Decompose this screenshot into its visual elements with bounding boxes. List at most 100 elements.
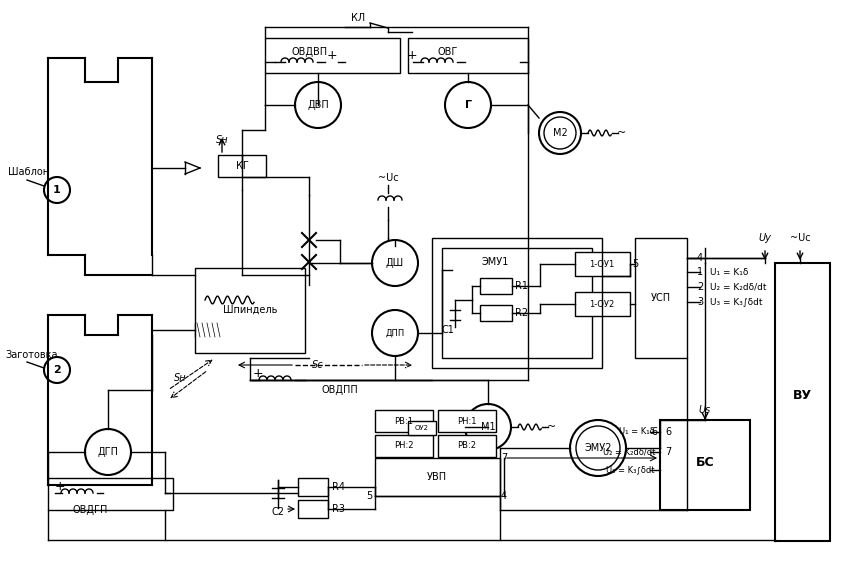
Text: ДПП: ДПП: [385, 329, 404, 338]
Text: U₁ = K₁δ: U₁ = K₁δ: [619, 427, 655, 437]
Text: C2: C2: [271, 507, 284, 517]
Text: ОУ2: ОУ2: [415, 425, 429, 431]
Text: U₃ = K₃∫δdt: U₃ = K₃∫δdt: [710, 298, 763, 306]
Text: ДГП: ДГП: [98, 447, 118, 457]
Bar: [442, 248, 592, 358]
Text: УСП: УСП: [651, 293, 671, 303]
Text: 1: 1: [697, 267, 703, 277]
Text: 2: 2: [53, 365, 60, 375]
Text: U₃ = K₃∫δdt: U₃ = K₃∫δdt: [607, 465, 655, 474]
Text: U₁ = K₁δ: U₁ = K₁δ: [710, 268, 748, 276]
Text: Шаблон: Шаблон: [8, 167, 49, 177]
Text: +: +: [407, 49, 417, 62]
Circle shape: [544, 117, 576, 149]
Text: 7: 7: [501, 453, 507, 463]
Text: R2: R2: [515, 308, 528, 318]
Text: РН:1: РН:1: [457, 417, 477, 426]
Text: ВУ: ВУ: [792, 389, 811, 402]
Text: РН:2: РН:2: [394, 441, 414, 450]
Text: R4: R4: [332, 482, 345, 492]
Text: ДШ: ДШ: [386, 258, 404, 268]
Text: КГ: КГ: [236, 161, 249, 171]
Text: 4: 4: [501, 491, 507, 501]
Text: Us: Us: [699, 405, 711, 415]
Bar: [438, 410, 496, 432]
Text: 5: 5: [365, 491, 372, 501]
Bar: [660, 420, 750, 510]
Text: Sс: Sс: [312, 360, 324, 370]
Text: 5: 5: [632, 259, 638, 269]
Text: Г: Г: [465, 100, 472, 110]
Text: R1: R1: [515, 281, 528, 291]
Circle shape: [44, 177, 70, 203]
Bar: [265, 38, 400, 73]
Bar: [408, 421, 436, 435]
Text: М1: М1: [480, 422, 495, 432]
Text: РВ:2: РВ:2: [458, 441, 477, 450]
Circle shape: [576, 426, 620, 470]
Bar: [48, 478, 173, 510]
Bar: [195, 323, 225, 337]
Circle shape: [85, 429, 131, 475]
Bar: [375, 435, 433, 457]
Text: ~: ~: [548, 422, 556, 432]
Text: 6: 6: [665, 427, 671, 437]
Text: +: +: [252, 366, 264, 380]
Bar: [375, 410, 433, 432]
Text: +: +: [327, 49, 337, 62]
Bar: [480, 305, 512, 321]
Text: U₂ = K₂dδ/dt: U₂ = K₂dδ/dt: [602, 447, 655, 457]
Bar: [775, 263, 830, 541]
Bar: [480, 278, 512, 294]
Text: R3: R3: [332, 504, 345, 514]
Text: +: +: [54, 480, 66, 492]
Text: 1-ОУ2: 1-ОУ2: [589, 299, 614, 309]
Text: 2: 2: [697, 282, 703, 292]
Text: 4: 4: [697, 253, 703, 263]
Text: ОВДПП: ОВДПП: [321, 385, 359, 395]
Text: ОВГ: ОВГ: [438, 47, 458, 57]
Circle shape: [295, 82, 341, 128]
Text: Шпиндель: Шпиндель: [223, 305, 277, 315]
Text: ОВДГП: ОВДГП: [73, 505, 108, 515]
Text: ЭМУ2: ЭМУ2: [584, 443, 612, 453]
Bar: [635, 238, 687, 358]
Bar: [195, 268, 305, 353]
Circle shape: [445, 82, 491, 128]
Text: C1: C1: [442, 325, 454, 335]
Text: 6: 6: [651, 427, 658, 437]
Bar: [218, 155, 266, 177]
Text: Sн: Sн: [216, 135, 228, 145]
Circle shape: [372, 240, 418, 286]
Text: КЛ: КЛ: [351, 13, 365, 23]
Text: ДВП: ДВП: [307, 100, 329, 110]
Text: БС: БС: [696, 456, 715, 468]
Text: ОВДВП: ОВДВП: [292, 47, 328, 57]
Bar: [438, 435, 496, 457]
Text: 1-ОУ1: 1-ОУ1: [589, 259, 614, 268]
Bar: [375, 458, 500, 496]
Bar: [298, 500, 328, 518]
Bar: [298, 478, 328, 496]
Text: Uy: Uy: [759, 233, 772, 243]
Bar: [575, 292, 630, 316]
Text: U₂ = K₂dδ/dt: U₂ = K₂dδ/dt: [710, 282, 766, 292]
Circle shape: [539, 112, 581, 154]
Text: РВ:1: РВ:1: [395, 417, 414, 426]
Text: М2: М2: [553, 128, 568, 138]
Text: 1: 1: [53, 185, 60, 195]
Text: УВП: УВП: [427, 472, 447, 482]
Text: Sн: Sн: [174, 373, 187, 383]
Text: ~Uc: ~Uc: [790, 233, 810, 243]
Bar: [575, 252, 630, 276]
Circle shape: [372, 310, 418, 356]
Text: ~Uc: ~Uc: [378, 173, 398, 183]
Bar: [408, 38, 528, 73]
Text: 7: 7: [665, 447, 671, 457]
Text: Заготовка: Заготовка: [5, 350, 58, 360]
Circle shape: [570, 420, 626, 476]
Circle shape: [44, 357, 70, 383]
Text: ЭМУ1: ЭМУ1: [481, 257, 509, 267]
Circle shape: [465, 404, 511, 450]
Text: ~: ~: [618, 128, 626, 138]
